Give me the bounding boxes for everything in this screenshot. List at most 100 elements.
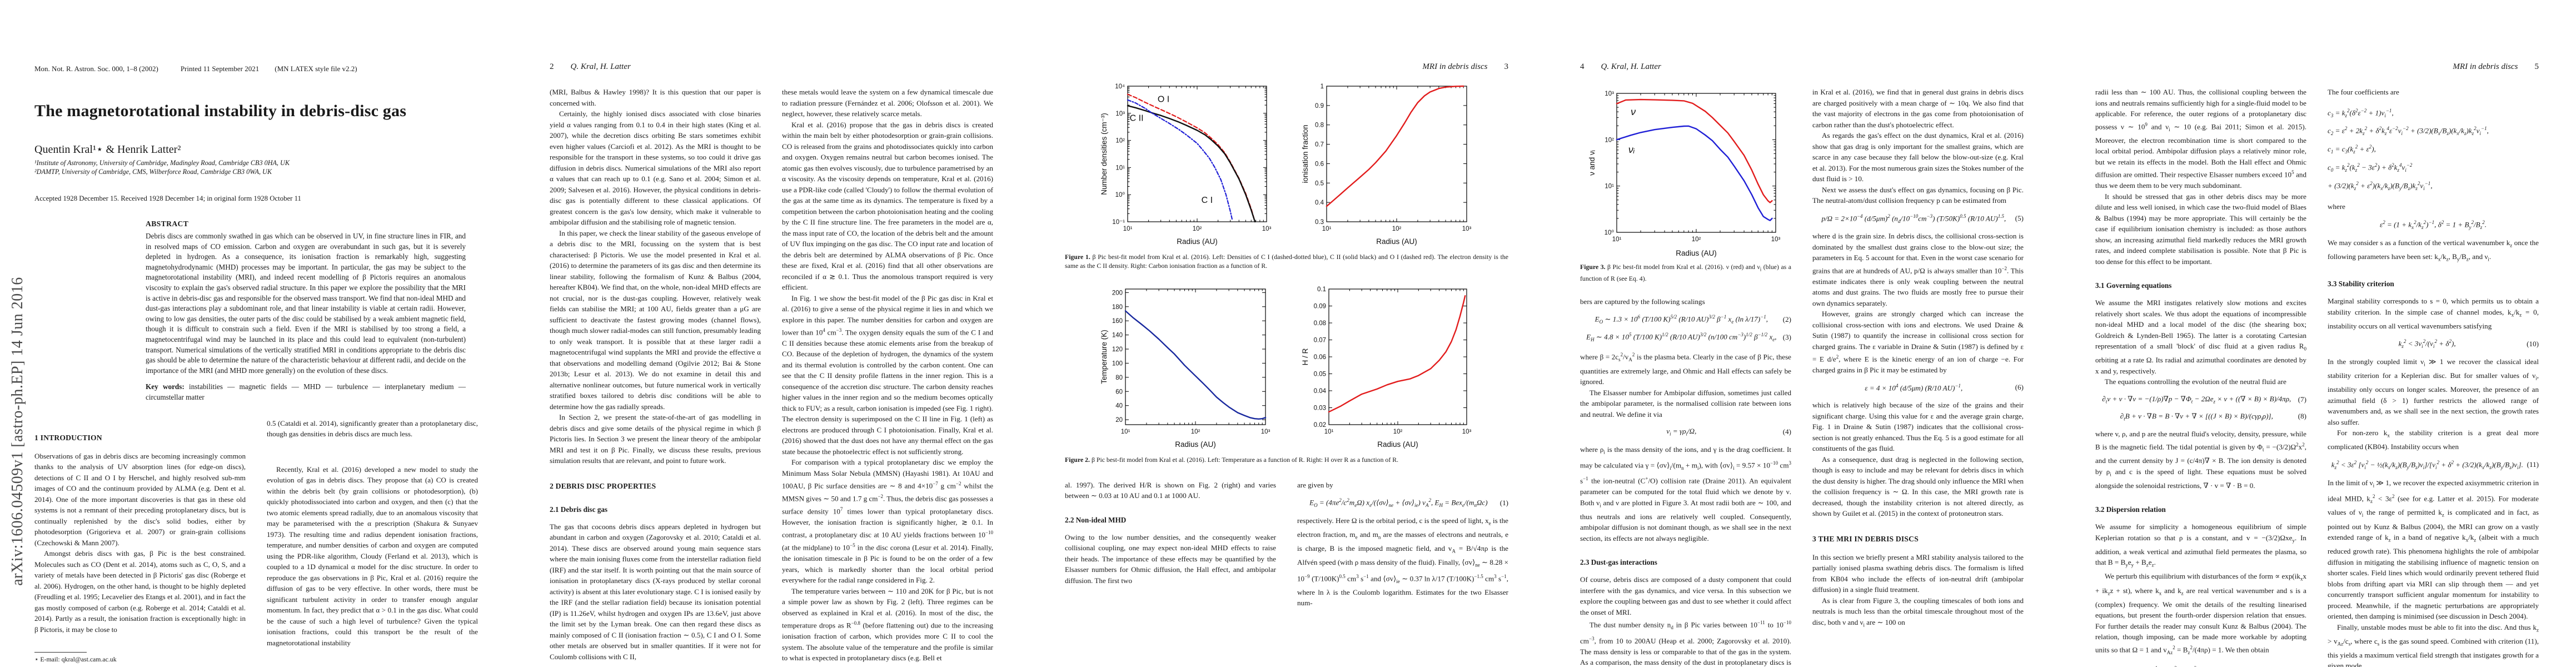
svg-text:10¹: 10¹	[1324, 429, 1334, 435]
running-head: 2 Q. Kral, H. Latter	[550, 62, 993, 72]
paragraph: In this paper, we check the linear stabi…	[550, 228, 761, 411]
equation-number: (5)	[2015, 213, 2024, 222]
paragraph: In this section we briefly present a MRI…	[1812, 552, 2024, 594]
equation: ε2 = (1 + kx2/kz2)−1, δ2 = 1 + By2/Bz2.	[2328, 220, 2539, 230]
svg-text:H / R: H / R	[1301, 349, 1309, 366]
figure-caption: Figure 2. β Pic best-fit model from Kral…	[1065, 455, 1508, 464]
paragraph: respectively. Here Ω is the orbital peri…	[1297, 516, 1509, 608]
style-file-note: (MN LATEX style file v2.2)	[275, 64, 357, 73]
paragraph: these metals would leave the system on a…	[782, 88, 993, 118]
equation-body: EO ∼ 1.3 × 106 (T/100 K)5/2 (R/10 AU)3/2…	[1595, 314, 1768, 325]
paragraph: We may consider s as a function of the v…	[2328, 238, 2539, 262]
abstract-heading: ABSTRACT	[146, 220, 189, 228]
equation-number: (2)	[1782, 315, 1791, 323]
svg-text:0.04: 0.04	[1314, 388, 1327, 395]
paragraph: For non-zero kx the stability criterion …	[2328, 429, 2539, 451]
paragraph: As regards the gas's effect on the dust …	[1812, 131, 2024, 183]
plot-fig2a: 10¹ 10² 10³ 20 40 60 80 100 120 140 160 180 200 Radiu…	[1100, 288, 1270, 449]
equation: νi = γρi/Ω, (4)	[1580, 427, 1791, 437]
svg-text:0.1: 0.1	[1317, 286, 1326, 293]
svg-text:0.8: 0.8	[1315, 122, 1324, 129]
page-3-figures: 10¹ 10² 10³ 10⁻¹ 10⁰ 10¹ 10² 10³ 10⁴ O I C II C I Ra…	[1065, 82, 1508, 465]
journal-header: Mon. Not. R. Astron. Soc. 000, 1–8 (2002…	[34, 0, 478, 73]
svg-text:10⁴: 10⁴	[1115, 83, 1125, 90]
page-1: arXiv:1606.04509v1 [astro-ph.EP] 14 Jun …	[0, 0, 515, 667]
figure: 10¹ 10² 10³ 20 40 60 80 100 120 140 160 180 200 Radiu…	[1065, 285, 1508, 464]
paragraph: which is relatively high because of the …	[1812, 401, 2024, 453]
section-heading: 2 DEBRIS DISC PROPERTIES	[550, 481, 656, 490]
paragraph: The equations controlling the evolution …	[2105, 377, 2286, 386]
paragraph: where	[2328, 202, 2345, 211]
equation: kz2 < 3ε2 [νi2 − ½(kx/kz)(By/Bz)νi]/[νi2…	[2328, 460, 2539, 470]
paragraph: Next we assess the dust's effect on gas …	[1812, 185, 2024, 205]
svg-text:10¹: 10¹	[1115, 165, 1125, 171]
paper-title: The magnetorotational instability in deb…	[34, 102, 407, 120]
svg-text:0.09: 0.09	[1314, 303, 1326, 310]
paragraph: in Kral et al. (2016), we find that in g…	[1812, 88, 2024, 129]
svg-text:10¹: 10¹	[1612, 236, 1622, 243]
svg-text:0.05: 0.05	[1314, 371, 1326, 378]
equation-body: EH ∼ 4.8 × 105 (T/100 K)1/2 (R/10 AU)3/2…	[1586, 332, 1777, 343]
paragraph: al. 1997). The derived H/R is shown on F…	[1065, 480, 1276, 500]
paragraph: However, grains are strongly charged whi…	[1812, 310, 2024, 375]
svg-text:0.5: 0.5	[1315, 180, 1324, 187]
page-number: 4	[1580, 62, 1585, 71]
svg-text:O I: O I	[1158, 95, 1169, 104]
equation-number: (10)	[2527, 339, 2539, 348]
svg-text:0.08: 0.08	[1314, 320, 1326, 327]
column-right: in Kral et al. (2016), we find that in g…	[1812, 87, 2024, 667]
svg-text:C I: C I	[1202, 196, 1213, 205]
svg-text:10⁻¹: 10⁻¹	[1112, 219, 1125, 226]
dates-line: Accepted 1928 December 15. Received 1928…	[34, 195, 301, 202]
subsection-heading: 3.1 Governing equations	[2095, 281, 2172, 290]
page-4-columns: 10¹ 10² 10³ 10⁰ 10¹ 10² 10³ ν νᵢ Radius (AU) ν and…	[1580, 87, 2024, 667]
svg-text:Number densities (cm⁻³): Number densities (cm⁻³)	[1100, 113, 1108, 195]
paragraph: The gas that cocoons debris discs appear…	[550, 522, 761, 661]
page-3-columns: al. 1997). The derived H/R is shown on F…	[1065, 480, 1508, 609]
column-right: The four coefficients are c3 = kz2(δ2ε−2 …	[2328, 87, 2539, 667]
paragraph: It should be stressed that gas in other …	[2095, 192, 2306, 266]
svg-text:0.03: 0.03	[1314, 405, 1326, 412]
svg-text:C II: C II	[1130, 114, 1144, 123]
paragraph: We perturb this equilibrium with disturb…	[2095, 572, 2306, 655]
section-heading: 3 THE MRI IN DEBRIS DISCS	[1812, 534, 1919, 543]
column-left: 10¹ 10² 10³ 10⁰ 10¹ 10² 10³ ν νᵢ Radius (AU) ν and…	[1580, 87, 1791, 667]
equation-number: (3)	[1782, 332, 1791, 341]
svg-text:0.9: 0.9	[1315, 103, 1324, 109]
figure-plots-row: 10¹ 10² 10³ 10⁻¹ 10⁰ 10¹ 10² 10³ 10⁴ O I C II C I Ra…	[1065, 82, 1508, 247]
equation-line: c2 = ε2 + 2kz2 + δ2kz4ε−2νi−2 + (3/2)(Bx…	[2328, 126, 2489, 137]
affiliations: ¹Institute of Astronomy, University of C…	[34, 159, 478, 176]
svg-text:10³: 10³	[1462, 429, 1472, 435]
running-head: MRI in debris discs 3	[1065, 62, 1508, 72]
equation-line: c0 = kz2(kz2 − 3ε2) + δ2kz4νi−2	[2328, 162, 2413, 173]
equation-body: EO = (4πe2/c2meΩ) xe/(⟨σv⟩ne + ⟨σv⟩ie) v…	[1309, 497, 1488, 509]
figure-caption-text: β Pic best-fit model from Kral et al. (2…	[1090, 456, 1399, 464]
svg-text:200: 200	[1112, 290, 1123, 297]
figure-plots-row: 10¹ 10² 10³ 10⁰ 10¹ 10² 10³ ν νᵢ Radius (AU) ν and…	[1580, 88, 1791, 259]
equation-body: p/Ω = 2×10−4 (d/5μm)2 (nd/10−10cm−3) (T/…	[1821, 213, 2006, 224]
equation-number: (9)	[2298, 666, 2306, 667]
svg-text:0.7: 0.7	[1315, 142, 1324, 148]
page-1-columns: 1 INTRODUCTION Observations of gas in deb…	[34, 418, 478, 649]
paragraph: Recently, Kral et al. (2016) developed a…	[267, 465, 478, 647]
page-3: MRI in debris discs 3 10¹ 10² 10³ 10⁻¹ 10⁰ 10…	[1030, 0, 1546, 667]
paragraph: In Section 2, we present the state-of-th…	[550, 413, 761, 465]
paragraph: In the strongly coupled limit νi ≫ 1 we …	[2328, 357, 2539, 426]
equation-body: kz2 < 3ε2 [νi2 − ½(kx/kz)(By/Bz)νi]/[νi2…	[2331, 459, 2523, 470]
affiliation-line: ¹Institute of Astronomy, University of C…	[34, 159, 290, 167]
subsection-heading: 2.2 Non-ideal MHD	[1065, 515, 1127, 524]
svg-text:Radius (AU): Radius (AU)	[1175, 440, 1216, 449]
svg-text:νᵢ: νᵢ	[1628, 144, 1635, 155]
svg-text:10⁰: 10⁰	[1605, 230, 1615, 236]
svg-text:10¹: 10¹	[1322, 226, 1332, 232]
figure: 10¹ 10² 10³ 10⁻¹ 10⁰ 10¹ 10² 10³ 10⁴ O I C II C I Ra…	[1065, 82, 1508, 270]
svg-text:10¹: 10¹	[1121, 429, 1130, 435]
running-title: Q. Kral, H. Latter	[1601, 62, 1661, 71]
paragraph: The temperature varies between ∼ 110 and…	[782, 586, 993, 663]
column-left: radii less than ∼ 100 AU. Thus, the coll…	[2095, 87, 2306, 667]
paragraph: The Elsasser number for Ambipolar diffus…	[1580, 388, 1791, 419]
svg-text:10²: 10²	[1393, 429, 1403, 435]
svg-text:0.6: 0.6	[1315, 161, 1324, 167]
svg-text:180: 180	[1112, 304, 1123, 311]
